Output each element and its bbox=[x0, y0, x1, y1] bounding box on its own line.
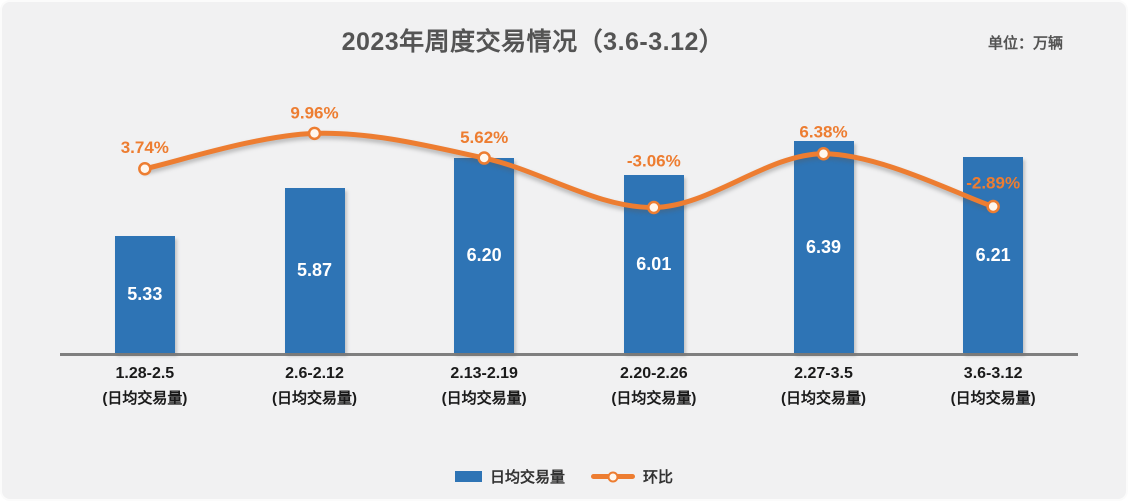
x-axis-label: 2.6-2.12 (日均交易量) bbox=[229, 362, 401, 412]
bar-series-swatch-icon bbox=[454, 471, 482, 482]
category-range: 2.13-2.19 bbox=[450, 365, 518, 382]
line-point-marker bbox=[138, 162, 152, 176]
legend-item-wow-change: 环比 bbox=[591, 466, 673, 487]
bar: 6.01 bbox=[623, 175, 684, 353]
x-axis-label: 2.20-2.26 (日均交易量) bbox=[568, 362, 740, 412]
category-range: 2.6-2.12 bbox=[285, 365, 344, 382]
bar: 6.39 bbox=[793, 141, 854, 353]
bar: 6.20 bbox=[454, 158, 515, 353]
x-axis-label: 2.13-2.19 (日均交易量) bbox=[398, 362, 570, 412]
bar: 5.87 bbox=[284, 187, 345, 353]
x-axis-label: 1.28-2.5 (日均交易量) bbox=[59, 362, 231, 412]
category-sublabel: (日均交易量) bbox=[611, 390, 697, 407]
bar: 6.21 bbox=[963, 157, 1024, 353]
bar-value-label: 6.21 bbox=[975, 244, 1011, 265]
line-path bbox=[142, 130, 996, 210]
unit-label: 单位：万辆 bbox=[987, 35, 1063, 52]
legend-label-wow-change: 环比 bbox=[643, 469, 674, 486]
line-percent-label: -3.06% bbox=[627, 151, 681, 170]
bar-value-label: 6.39 bbox=[805, 236, 842, 257]
line-percent-label: 9.96% bbox=[290, 103, 338, 122]
bar-value-label: 6.01 bbox=[636, 253, 672, 274]
bar-value-label: 5.33 bbox=[127, 283, 163, 304]
x-axis-label: 2.27-3.5 (日均交易量) bbox=[738, 362, 910, 412]
chart-title: 2023年周度交易情况（3.6-3.12） bbox=[341, 28, 725, 56]
legend-item-daily-volume: 日均交易量 bbox=[454, 466, 565, 487]
bar-value-label: 5.87 bbox=[296, 259, 333, 280]
line-percent-label: 6.38% bbox=[799, 123, 847, 142]
line-percent-label: 3.74% bbox=[121, 138, 169, 157]
category-sublabel: (日均交易量) bbox=[102, 390, 188, 407]
legend: 日均交易量 环比 bbox=[2, 466, 1126, 487]
bar: 5.33 bbox=[114, 235, 175, 353]
category-range: 2.27-3.5 bbox=[794, 365, 853, 382]
category-sublabel: (日均交易量) bbox=[441, 390, 527, 407]
category-sublabel: (日均交易量) bbox=[950, 390, 1036, 407]
x-axis-line bbox=[60, 353, 1078, 356]
line-percent-label: 5.62% bbox=[460, 128, 508, 147]
category-sublabel: (日均交易量) bbox=[781, 390, 866, 407]
line-series-swatch-icon bbox=[591, 471, 635, 482]
category-range: 2.20-2.26 bbox=[620, 365, 688, 382]
x-axis-label: 3.6-3.12 (日均交易量) bbox=[907, 362, 1079, 412]
bar-value-label: 6.20 bbox=[466, 245, 502, 266]
category-range: 1.28-2.5 bbox=[115, 365, 175, 382]
category-sublabel: (日均交易量) bbox=[272, 390, 357, 407]
category-range: 3.6-3.12 bbox=[963, 365, 1023, 382]
legend-label-daily-volume: 日均交易量 bbox=[489, 469, 565, 486]
line-marker-icon bbox=[607, 471, 619, 482]
line-point-marker bbox=[307, 126, 322, 141]
